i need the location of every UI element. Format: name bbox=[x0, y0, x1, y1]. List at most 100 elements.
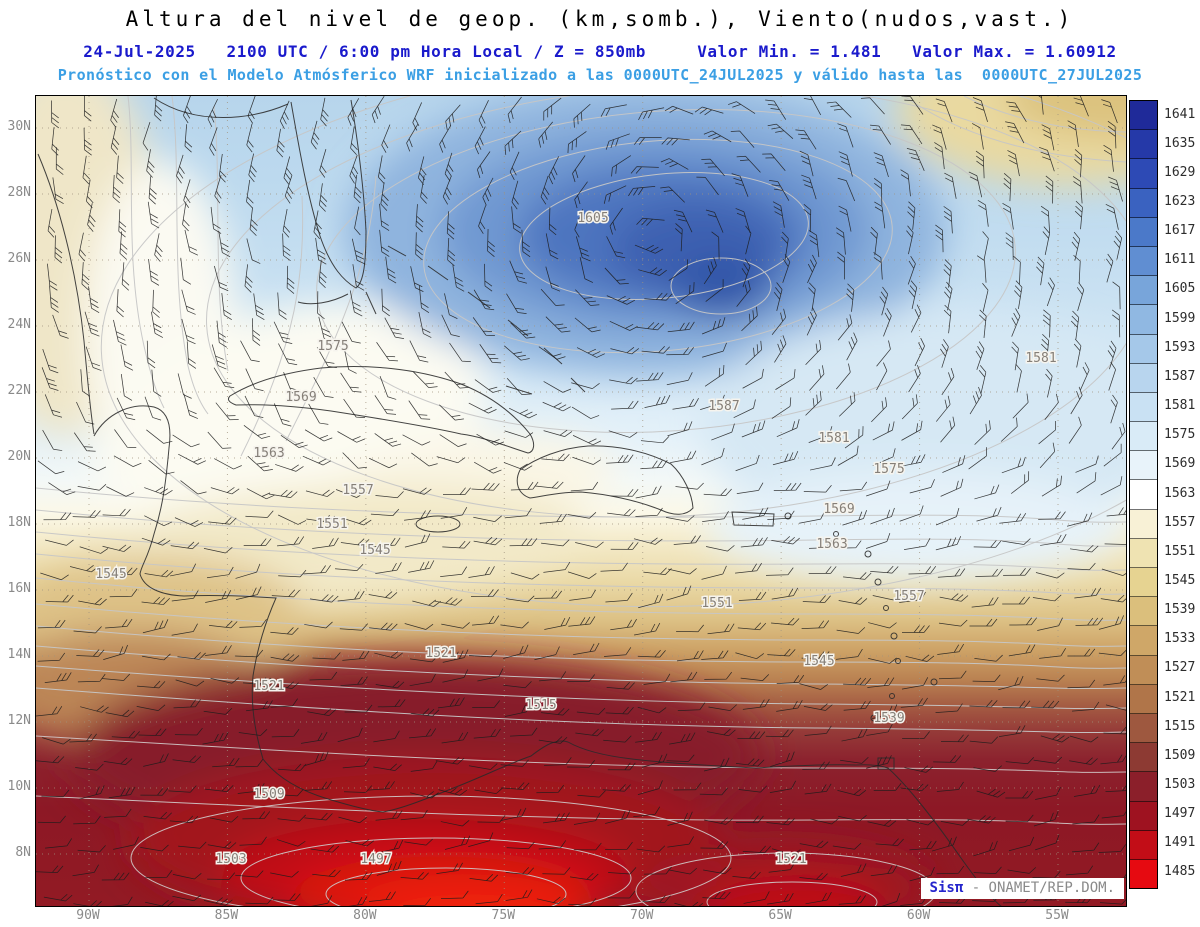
colorbar-label: 1515 bbox=[1164, 718, 1196, 734]
colorbar-label: 1521 bbox=[1164, 689, 1196, 705]
contour-label: 1497 bbox=[360, 852, 391, 867]
contour-label: 1545 bbox=[803, 654, 834, 669]
contour-label: 1521 bbox=[253, 679, 284, 694]
contour-label: 1521 bbox=[425, 646, 456, 661]
colorbar-cell bbox=[1130, 626, 1157, 656]
contour-labels-layer: 1605 1575 1581 1569 1587 1581 1563 1575 1557 1569… bbox=[94, 210, 1058, 869]
colorbar-cell bbox=[1130, 334, 1157, 364]
lat-tick-label: 20N bbox=[7, 449, 31, 464]
lon-tick-label: 90W bbox=[76, 908, 100, 923]
colorbar-cell bbox=[1130, 801, 1157, 831]
colorbar-label: 1623 bbox=[1164, 194, 1196, 210]
colorbar-label: 1497 bbox=[1164, 806, 1196, 822]
colorbar-cell bbox=[1130, 101, 1157, 131]
lat-tick-label: 16N bbox=[7, 581, 31, 596]
contour-label: 1545 bbox=[95, 567, 126, 582]
contour-label: 1515 bbox=[525, 698, 556, 713]
contour-label: 1569 bbox=[285, 390, 316, 405]
colorbar-cell bbox=[1130, 830, 1157, 860]
colorbar-cell bbox=[1130, 276, 1157, 306]
colorbar-label: 1563 bbox=[1164, 485, 1196, 501]
contour-label: 1605 bbox=[577, 211, 608, 226]
colorbar-label: 1509 bbox=[1164, 747, 1196, 763]
contour-label: 1569 bbox=[823, 502, 854, 517]
colorbar-label: 1605 bbox=[1164, 281, 1196, 297]
lon-tick-label: 85W bbox=[214, 908, 239, 923]
lat-tick-label: 10N bbox=[7, 779, 31, 794]
lat-tick-label: 22N bbox=[7, 383, 31, 398]
contour-label: 1521 bbox=[775, 852, 806, 867]
wind-barbs-layer bbox=[36, 96, 1126, 906]
contour-label: 1503 bbox=[215, 852, 246, 867]
lon-tick-label: 80W bbox=[353, 908, 377, 923]
colorbar-cell bbox=[1130, 130, 1157, 160]
colorbar-cell bbox=[1130, 305, 1157, 335]
colorbar-cell bbox=[1130, 772, 1157, 802]
colorbar-label: 1587 bbox=[1164, 368, 1196, 384]
colorbar-label: 1551 bbox=[1164, 543, 1196, 559]
lat-tick-label: 26N bbox=[7, 251, 31, 266]
colorbar-label: 1599 bbox=[1164, 310, 1196, 326]
colorbar-label: 1611 bbox=[1164, 252, 1196, 268]
colorbar-cell bbox=[1130, 743, 1157, 773]
watermark: Sisπ - ONAMET/REP.DOM. bbox=[920, 878, 1124, 899]
lon-tick-label: 55W bbox=[1045, 908, 1069, 923]
colorbar-cell bbox=[1130, 392, 1157, 423]
contour-label: 1557 bbox=[893, 589, 924, 604]
contour-label: 1575 bbox=[317, 339, 348, 354]
colorbar-label: 1557 bbox=[1164, 514, 1196, 530]
colorbar-cell bbox=[1130, 159, 1157, 189]
lat-tick-label: 8N bbox=[15, 845, 31, 860]
contour-label: 1551 bbox=[701, 596, 732, 611]
colorbar-label: 1629 bbox=[1164, 164, 1196, 180]
colorbar-label: 1539 bbox=[1164, 602, 1196, 618]
colorbar bbox=[1129, 100, 1158, 889]
watermark-text: - ONAMET/REP.DOM. bbox=[971, 880, 1115, 896]
colorbar-cell bbox=[1130, 451, 1157, 481]
colorbar-label: 1581 bbox=[1164, 398, 1196, 414]
contour-label: 1581 bbox=[818, 431, 849, 446]
colorbar-cell bbox=[1130, 597, 1157, 627]
colorbar-label: 1635 bbox=[1164, 135, 1196, 151]
lat-tick-label: 18N bbox=[7, 515, 31, 530]
lat-tick-label: 30N bbox=[7, 119, 31, 134]
colorbar-cell bbox=[1130, 363, 1157, 393]
colorbar-cell bbox=[1130, 188, 1157, 218]
lon-tick-label: 65W bbox=[768, 908, 792, 923]
colorbar-cell bbox=[1130, 480, 1157, 510]
colorbar-cell bbox=[1130, 655, 1157, 685]
lon-tick-label: 70W bbox=[629, 908, 654, 923]
contour-label: 1557 bbox=[342, 483, 373, 498]
contour-label: 1545 bbox=[359, 543, 390, 558]
contour-label: 1581 bbox=[1025, 351, 1056, 366]
colorbar-cell bbox=[1130, 509, 1157, 539]
colorbar-label: 1545 bbox=[1164, 572, 1196, 588]
colorbar-label: 1641 bbox=[1164, 106, 1196, 122]
contour-label: 1563 bbox=[816, 537, 847, 552]
colorbar-cell bbox=[1130, 859, 1157, 889]
colorbar-label: 1491 bbox=[1164, 835, 1196, 851]
colorbar-cell bbox=[1130, 538, 1157, 568]
colorbar-label: 1617 bbox=[1164, 223, 1196, 239]
colorbar-label: 1569 bbox=[1164, 456, 1196, 472]
page-title: Altura del nivel de geop. (km,somb.), Vi… bbox=[125, 7, 1075, 31]
contour-label: 1563 bbox=[253, 446, 284, 461]
colorbar-cell bbox=[1130, 422, 1157, 452]
contour-label: 1509 bbox=[253, 787, 284, 802]
colorbar-cell bbox=[1130, 713, 1157, 744]
contour-label: 1575 bbox=[873, 462, 904, 477]
colorbar-cell bbox=[1130, 568, 1157, 598]
lat-tick-label: 28N bbox=[7, 185, 31, 200]
forecast-datetime-line: 24-Jul-2025 2100 UTC / 6:00 pm Hora Loca… bbox=[83, 42, 1117, 61]
lat-tick-label: 12N bbox=[7, 713, 31, 728]
colorbar-cell bbox=[1130, 246, 1157, 277]
contour-label: 1587 bbox=[708, 399, 739, 414]
model-info-line: Pronóstico con el Modelo Atmósferico WRF… bbox=[57, 66, 1143, 84]
colorbar-label: 1575 bbox=[1164, 427, 1196, 443]
lon-tick-label: 60W bbox=[906, 908, 931, 923]
contour-label: 1539 bbox=[873, 711, 904, 726]
colorbar-label: 1503 bbox=[1164, 776, 1196, 792]
colorbar-label: 1533 bbox=[1164, 631, 1196, 647]
colorbar-label: 1485 bbox=[1164, 864, 1196, 880]
colorbar-label: 1593 bbox=[1164, 339, 1196, 355]
